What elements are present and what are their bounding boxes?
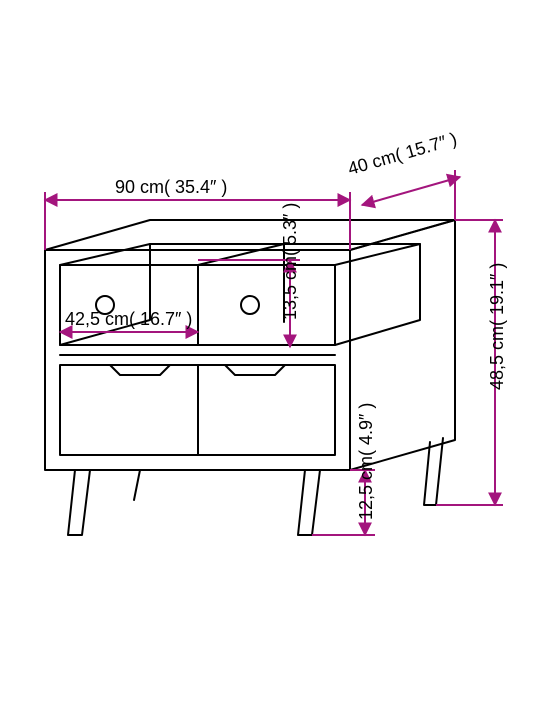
dim-leg-height-label: 12,5 cm( 4.9″ ) (356, 403, 376, 520)
dim-shelf-width-label: 42,5 cm( 16.7″ ) (65, 309, 192, 329)
dim-shelf-gap-label: 13,5 cm( 5.3″ ) (280, 203, 300, 320)
dim-total-height-label: 48,5 cm( 19.1″ ) (487, 263, 507, 390)
dim-depth-label: 40 cm( 15.7″ ) (346, 129, 460, 179)
dim-width-label: 90 cm( 35.4″ ) (115, 177, 227, 197)
